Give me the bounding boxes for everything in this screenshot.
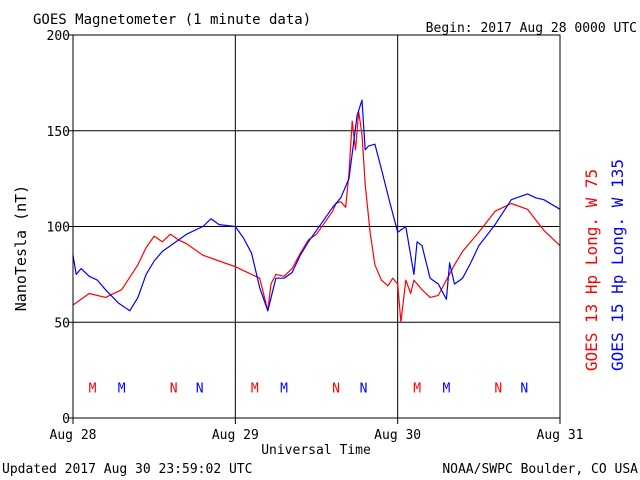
y-tick-label: 150 [47, 125, 70, 140]
x-tick-label: Aug 30 [374, 428, 421, 443]
series-line-goes13 [72, 110, 561, 323]
y-tick-label: 200 [47, 29, 70, 44]
legend: GOES 13 Hp Long. W 75 GOES 15 Hp Long. W… [582, 159, 627, 371]
chart-title: GOES Magnetometer (1 minute data) [33, 12, 311, 28]
noon-marker: N [360, 381, 368, 396]
noon-marker: N [332, 381, 340, 396]
x-tick-label: Aug 28 [50, 428, 97, 443]
begin-label: Begin: 2017 Aug 28 0000 UTC [426, 21, 637, 36]
midnight-marker: M [442, 381, 450, 396]
y-tick-label: 0 [62, 412, 70, 427]
y-tick-label: 100 [47, 221, 70, 236]
midnight-marker: M [118, 381, 126, 396]
legend-goes13: GOES 13 Hp Long. W 75 [582, 169, 601, 371]
legend-goes15: GOES 15 Hp Long. W 135 [608, 159, 627, 371]
noon-marker: N [520, 381, 528, 396]
x-axis-label: Universal Time [261, 443, 371, 458]
y-axis-label: NanoTesla (nT) [12, 185, 30, 311]
noon-marker: N [196, 381, 204, 396]
x-axis-ticks: Aug 28 Aug 29 Aug 30 Aug 31 [50, 418, 584, 443]
noon-marker: N [170, 381, 178, 396]
source-credit: NOAA/SWPC Boulder, CO USA [442, 462, 638, 477]
x-tick-label: Aug 29 [212, 428, 259, 443]
updated-timestamp: Updated 2017 Aug 30 23:59:02 UTC [2, 462, 252, 477]
midnight-marker: M [251, 381, 259, 396]
series-layer [72, 99, 561, 323]
y-tick-label: 50 [54, 316, 70, 331]
midnight-marker: M [89, 381, 97, 396]
midnight-marker: M [280, 381, 288, 396]
noon-marker: N [494, 381, 502, 396]
x-tick-label: Aug 31 [537, 428, 584, 443]
series-line-goes15 [72, 99, 561, 312]
grid-lines [73, 35, 560, 418]
midnight-marker: M [413, 381, 421, 396]
y-axis-ticks: 0 50 100 150 200 [47, 29, 73, 427]
